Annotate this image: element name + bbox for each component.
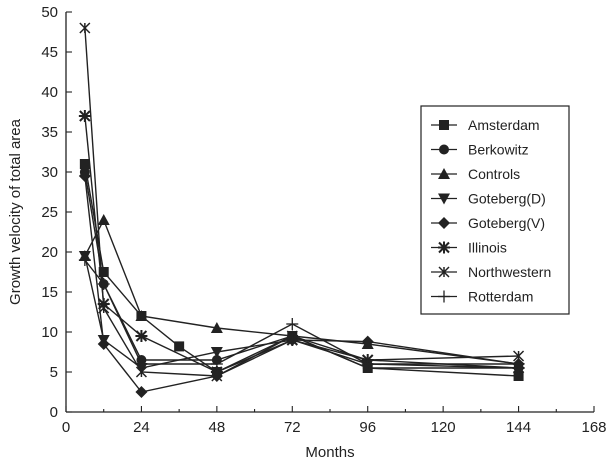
legend-label: Amsterdam [468,117,540,133]
x-tick-label: 144 [506,419,531,436]
legend-marker-northwestern [438,266,450,278]
y-tick-label: 0 [50,404,58,421]
legend-box [420,105,570,315]
y-tick-label: 10 [41,324,58,341]
y-tick-label: 15 [41,284,58,301]
data-point-amsterdam [98,267,109,277]
data-point-northwestern [286,330,298,342]
x-tick-label: 168 [581,419,606,436]
legend-marker-amsterdam [439,120,449,130]
x-tick-label: 0 [62,419,70,436]
y-tick-label: 50 [41,4,58,21]
y-tick-label: 30 [41,164,58,181]
legend-item-amsterdam: Amsterdam [431,117,540,133]
legend-item-berkowitz: Berkowitz [431,142,529,158]
legend-marker-illinois [438,241,450,254]
legend-label: Controls [468,166,520,182]
legend-label: Berkowitz [468,142,529,158]
legend-item-illinois: Illinois [431,240,507,256]
y-axis-label: Growth velocity of total area [7,118,24,305]
x-tick-label: 72 [284,419,301,436]
data-point-goteberg-v [78,170,91,182]
legend-marker-berkowitz [439,144,449,155]
x-axis-label: Months [305,444,354,461]
data-point-goteberg-d [210,347,223,358]
legend-marker-goteberg-d [438,193,450,205]
x-tick-label: 48 [209,419,226,436]
series-rotterdam [78,254,525,370]
legend-marker-goteberg-v [438,217,450,229]
legend-marker-controls [438,168,450,179]
y-tick-label: 40 [41,84,58,101]
legend-label: Northwestern [468,264,551,280]
legend-label: Rotterdam [468,289,533,305]
legend-item-goteberg-d: Goteberg(D) [431,191,546,207]
data-point-goteberg-v [97,338,110,350]
data-point-amsterdam [513,371,524,381]
legend: Amsterdam Berkowitz Controls Goteberg(D) Got… [420,105,570,315]
x-tick-label: 24 [133,419,150,436]
data-point-rotterdam [78,254,91,266]
legend-item-controls: Controls [431,166,520,182]
legend-item-northwestern: Northwestern [431,264,551,280]
data-point-controls [97,214,110,225]
x-tick-label: 120 [431,419,456,436]
y-tick-label: 5 [50,364,58,381]
data-point-amsterdam [174,341,185,352]
legend-marker-rotterdam [438,290,450,303]
y-tick-label: 45 [41,44,58,61]
data-point-rotterdam [97,278,110,290]
legend-label: Illinois [468,240,507,256]
legend-item-rotterdam: Rotterdam [431,289,533,305]
data-point-controls [135,310,148,321]
legend-item-goteberg-v: Goteberg(V) [431,215,545,231]
data-point-goteberg-v [361,335,374,348]
data-point-rotterdam [286,318,299,330]
data-point-goteberg-v [135,386,148,398]
data-point-illinois [135,330,148,342]
y-tick-label: 35 [41,124,58,141]
data-point-rotterdam [361,358,374,370]
axes: 0 24 48 72 96 120 144 168 0 5 10 15 20 25 30 35 40 45 50 [41,4,606,436]
data-point-illinois [78,110,91,122]
data-point-northwestern [98,302,110,314]
data-point-northwestern [79,22,91,34]
y-tick-label: 25 [41,204,58,221]
plot-area [78,22,525,398]
data-point-rotterdam [210,358,223,370]
data-point-controls [210,322,223,333]
x-tick-label: 96 [359,419,376,436]
y-tick-label: 20 [41,244,58,261]
legend-label: Goteberg(D) [468,191,546,207]
legend-label: Goteberg(V) [468,215,545,231]
data-point-rotterdam [135,358,148,370]
data-point-rotterdam [512,358,525,370]
data-point-northwestern [211,370,223,382]
data-point-amsterdam [79,159,90,169]
